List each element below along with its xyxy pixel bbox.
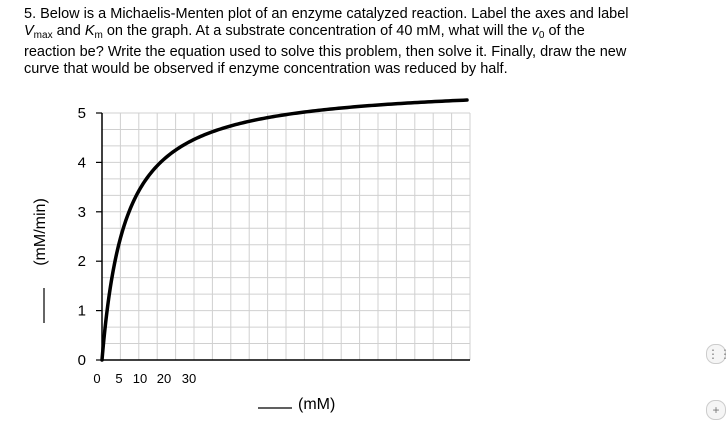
x-axis-label: (mM) (298, 396, 335, 413)
vmax-symbol: V (24, 23, 34, 39)
question-line-2: Vmax and Km on the graph. At a substrate… (24, 23, 714, 44)
drag-handle-icon[interactable]: ⋮⋮ (706, 344, 728, 364)
x-tick-label: 10 (133, 371, 147, 386)
question-line-2-mid: and (52, 23, 85, 39)
add-icon[interactable]: + (706, 400, 726, 420)
question-text: 5. Below is a Michaelis-Menten plot of a… (24, 6, 714, 78)
question-line-4: curve that would be observed if enzyme c… (24, 61, 508, 77)
question-line-2-tail: of the (544, 23, 585, 39)
y-tick-label: 5 (78, 105, 86, 122)
y-tick-label: 3 (78, 204, 86, 221)
y-tick-label: 0 (78, 352, 86, 369)
question-line-1: 5. Below is a Michaelis-Menten plot of a… (24, 6, 629, 22)
y-tick-label: 2 (78, 253, 86, 270)
y-tick-label: 1 (78, 303, 86, 320)
mm-curve-line (100, 98, 469, 362)
question-line-2-end: on the graph. At a substrate concentrati… (102, 23, 532, 39)
x-tick-label: 30 (182, 371, 196, 386)
y-tick-label: 4 (78, 154, 86, 171)
x-tick-label: 0 (93, 371, 100, 386)
x-tick-label: 5 (115, 371, 122, 386)
km-symbol: K (84, 23, 95, 39)
chart-labels: (mM/min) (mM) (32, 198, 335, 413)
chart-grid (101, 112, 471, 361)
question-line-3: reaction be? Write the equation used to … (24, 44, 627, 60)
chart-curve (100, 98, 469, 362)
vmax-subscript: max (33, 30, 53, 41)
side-controls: ⋮⋮ + (706, 340, 728, 430)
y-axis-label: (mM/min) (32, 198, 49, 266)
v0-symbol: v (531, 23, 539, 39)
km-subscript: m (94, 30, 103, 41)
chart-axes (101, 113, 470, 361)
x-tick-label: 20 (157, 371, 171, 386)
v0-subscript: 0 (538, 30, 545, 41)
